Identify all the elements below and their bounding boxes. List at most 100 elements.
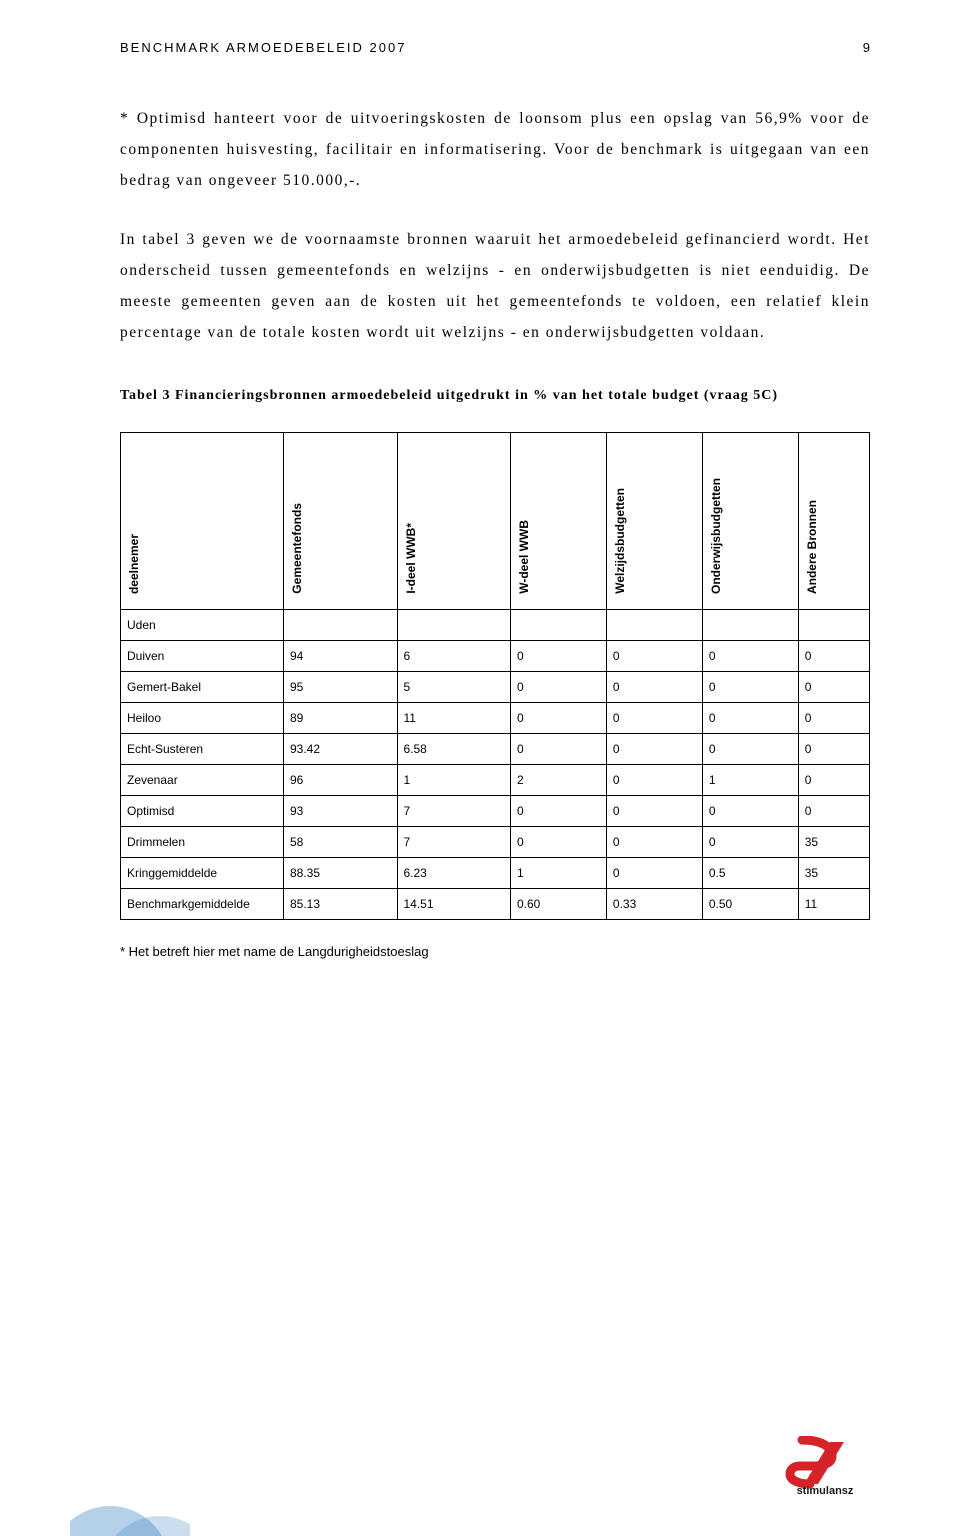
table-row: Gemert-Bakel 95 5 0 0 0 0 bbox=[121, 672, 870, 703]
cell: 5 bbox=[397, 672, 511, 703]
cell: 0 bbox=[511, 703, 607, 734]
cell: 0 bbox=[702, 641, 798, 672]
corner-blue-graphic bbox=[70, 1496, 190, 1536]
cell: 0 bbox=[702, 672, 798, 703]
cell: 93.42 bbox=[284, 734, 398, 765]
cell: Benchmarkgemiddelde bbox=[121, 889, 284, 920]
cell bbox=[511, 610, 607, 641]
cell: 94 bbox=[284, 641, 398, 672]
col-welzijds: Welzijdsbudgetten bbox=[606, 433, 702, 610]
cell: Uden bbox=[121, 610, 284, 641]
col-gemeentefonds: Gemeentefonds bbox=[284, 433, 398, 610]
cell bbox=[397, 610, 511, 641]
cell: 2 bbox=[511, 765, 607, 796]
cell: 0 bbox=[798, 734, 869, 765]
cell: 0 bbox=[798, 765, 869, 796]
cell: 1 bbox=[397, 765, 511, 796]
financing-table: deelnemer Gemeentefonds I-deel WWB* W-de… bbox=[120, 432, 870, 920]
cell: 0 bbox=[606, 765, 702, 796]
cell: 0 bbox=[702, 734, 798, 765]
page-number: 9 bbox=[863, 40, 870, 55]
col-andere: Andere Bronnen bbox=[798, 433, 869, 610]
cell: 0 bbox=[798, 703, 869, 734]
table-caption: Tabel 3 Financieringsbronnen armoedebele… bbox=[120, 388, 870, 404]
cell: 0 bbox=[511, 672, 607, 703]
cell: 0 bbox=[511, 641, 607, 672]
cell: 0 bbox=[606, 703, 702, 734]
col-wdeel-wwb: W-deel WWB bbox=[511, 433, 607, 610]
cell: 0 bbox=[511, 796, 607, 827]
table-row: Kringgemiddelde 88.35 6.23 1 0 0.5 35 bbox=[121, 858, 870, 889]
cell: 93 bbox=[284, 796, 398, 827]
cell bbox=[798, 610, 869, 641]
col-deelnemer: deelnemer bbox=[121, 433, 284, 610]
cell: 0 bbox=[702, 796, 798, 827]
table-row: Zevenaar 96 1 2 0 1 0 bbox=[121, 765, 870, 796]
cell: 0 bbox=[702, 703, 798, 734]
cell: 1 bbox=[511, 858, 607, 889]
col-onderwijs: Onderwijsbudgetten bbox=[702, 433, 798, 610]
cell: 0 bbox=[798, 672, 869, 703]
cell: 89 bbox=[284, 703, 398, 734]
table-row: Echt-Susteren 93.42 6.58 0 0 0 0 bbox=[121, 734, 870, 765]
cell: Drimmelen bbox=[121, 827, 284, 858]
paragraph-2: In tabel 3 geven we de voornaamste bronn… bbox=[120, 224, 870, 348]
cell: 0 bbox=[511, 734, 607, 765]
cell bbox=[284, 610, 398, 641]
table-row: Drimmelen 58 7 0 0 0 35 bbox=[121, 827, 870, 858]
cell: 1 bbox=[702, 765, 798, 796]
cell: 58 bbox=[284, 827, 398, 858]
paragraph-1: * Optimisd hanteert voor de uitvoeringsk… bbox=[120, 103, 870, 196]
cell: 0.5 bbox=[702, 858, 798, 889]
page-header: BENCHMARK ARMOEDEBELEID 2007 9 bbox=[120, 40, 870, 55]
cell bbox=[702, 610, 798, 641]
cell: 7 bbox=[397, 796, 511, 827]
logo-text: stimulansz bbox=[797, 1485, 854, 1496]
cell: Heiloo bbox=[121, 703, 284, 734]
cell: 0.60 bbox=[511, 889, 607, 920]
cell: 35 bbox=[798, 858, 869, 889]
table-footnote: * Het betreft hier met name de Langdurig… bbox=[120, 944, 870, 959]
cell: Echt-Susteren bbox=[121, 734, 284, 765]
cell: 95 bbox=[284, 672, 398, 703]
cell: 85.13 bbox=[284, 889, 398, 920]
cell: 0 bbox=[798, 641, 869, 672]
cell: Optimisd bbox=[121, 796, 284, 827]
table-row: Uden bbox=[121, 610, 870, 641]
cell: Kringgemiddelde bbox=[121, 858, 284, 889]
cell: 14.51 bbox=[397, 889, 511, 920]
cell: 0 bbox=[606, 672, 702, 703]
cell: 0 bbox=[606, 641, 702, 672]
cell: 6.58 bbox=[397, 734, 511, 765]
cell: 7 bbox=[397, 827, 511, 858]
stimulansz-logo: stimulansz bbox=[780, 1436, 870, 1496]
table-row: Duiven 94 6 0 0 0 0 bbox=[121, 641, 870, 672]
cell: 11 bbox=[798, 889, 869, 920]
cell: 0.33 bbox=[606, 889, 702, 920]
cell: 6.23 bbox=[397, 858, 511, 889]
cell bbox=[606, 610, 702, 641]
table-row: Heiloo 89 11 0 0 0 0 bbox=[121, 703, 870, 734]
table-row: Benchmarkgemiddelde 85.13 14.51 0.60 0.3… bbox=[121, 889, 870, 920]
cell: 96 bbox=[284, 765, 398, 796]
cell: 11 bbox=[397, 703, 511, 734]
cell: 0 bbox=[606, 734, 702, 765]
cell: 6 bbox=[397, 641, 511, 672]
table-header-row: deelnemer Gemeentefonds I-deel WWB* W-de… bbox=[121, 433, 870, 610]
table-row: Optimisd 93 7 0 0 0 0 bbox=[121, 796, 870, 827]
cell: 0 bbox=[606, 858, 702, 889]
cell: Zevenaar bbox=[121, 765, 284, 796]
cell: 0 bbox=[511, 827, 607, 858]
table-body: Uden Duiven 94 6 0 0 0 0 Gemert-Bakel 95 bbox=[121, 610, 870, 920]
cell: 0 bbox=[702, 827, 798, 858]
cell: 35 bbox=[798, 827, 869, 858]
cell: 0.50 bbox=[702, 889, 798, 920]
col-ideel-wwb: I-deel WWB* bbox=[397, 433, 511, 610]
cell: 0 bbox=[798, 796, 869, 827]
cell: 0 bbox=[606, 796, 702, 827]
cell: Gemert-Bakel bbox=[121, 672, 284, 703]
cell: 0 bbox=[606, 827, 702, 858]
cell: Duiven bbox=[121, 641, 284, 672]
header-title: BENCHMARK ARMOEDEBELEID 2007 bbox=[120, 40, 406, 55]
cell: 88.35 bbox=[284, 858, 398, 889]
